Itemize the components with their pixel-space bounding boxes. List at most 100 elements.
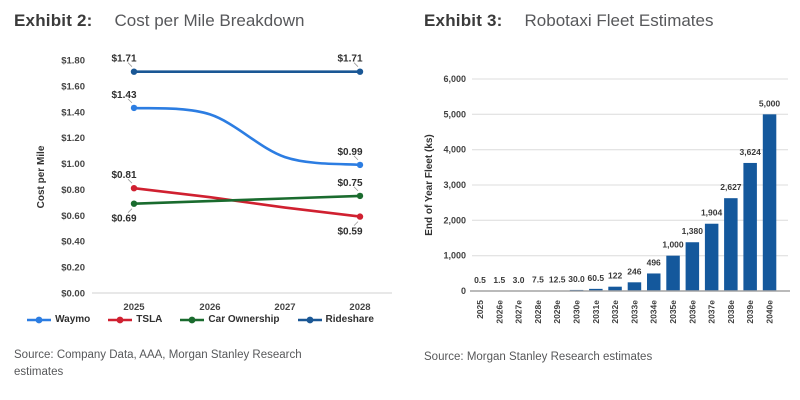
label-leader-line bbox=[127, 178, 133, 184]
x-tick-label: 2030e bbox=[572, 300, 582, 324]
bar-value-label: 7.5 bbox=[532, 275, 544, 285]
bar-value-label: 30.0 bbox=[568, 274, 585, 284]
y-tick-label: 3,000 bbox=[443, 180, 466, 190]
y-tick-label: 5,000 bbox=[443, 109, 466, 119]
label-leader-line bbox=[127, 62, 133, 67]
x-tick-label: 2034e bbox=[649, 300, 659, 324]
label-leader-line bbox=[127, 208, 133, 213]
y-axis-title: Cost per Mile bbox=[36, 145, 47, 208]
bar-value-label: 496 bbox=[647, 258, 661, 268]
x-tick-label: 2032e bbox=[610, 300, 620, 324]
exhibit-2-header: Exhibit 2: Cost per Mile Breakdown bbox=[14, 11, 304, 31]
y-tick-label: 4,000 bbox=[443, 145, 466, 155]
y-tick-label: $1.20 bbox=[61, 133, 85, 144]
bar-value-label: 3.0 bbox=[513, 275, 525, 285]
bar-2031e bbox=[589, 288, 603, 291]
series-line-waymo bbox=[132, 106, 362, 167]
y-tick-label: 6,000 bbox=[443, 74, 466, 84]
x-tick-label: 2035e bbox=[668, 300, 678, 324]
bar-value-label: 1,904 bbox=[701, 208, 723, 218]
legend-marker-rideshare bbox=[297, 316, 322, 323]
bar-chart-svg: 0 1,000 2,000 3,000 4,000 5,000 6,000 End of Ye… bbox=[424, 74, 790, 324]
bar-value-label: 3,624 bbox=[740, 147, 762, 157]
legend-label: TSLA bbox=[136, 314, 163, 325]
series-line-car-ownership bbox=[132, 194, 362, 205]
data-point-car-ownership bbox=[130, 200, 138, 207]
bar-value-label: 1,380 bbox=[682, 226, 704, 236]
exhibit-3-label: Exhibit 3: bbox=[424, 11, 503, 30]
bar-2038e bbox=[724, 198, 738, 291]
exhibit-3-source: Source: Morgan Stanley Research estimate… bbox=[424, 351, 653, 363]
data-point-waymo bbox=[130, 104, 138, 112]
point-label: $0.99 bbox=[337, 147, 362, 158]
x-tick-label: 2026 bbox=[199, 302, 220, 313]
bar-value-label: 1,000 bbox=[662, 240, 684, 250]
y-axis-title: End of Year Fleet (ks) bbox=[424, 134, 435, 236]
bar-value-label: 0.5 bbox=[474, 275, 486, 285]
label-leader-line bbox=[353, 155, 359, 161]
line-chart-svg: $0.00 $0.20 $0.40 $0.60 $0.80 $1.00 $1.20 $1.40… bbox=[36, 54, 392, 313]
legend-marker-tsla bbox=[108, 316, 133, 323]
y-tick-label: 2,000 bbox=[443, 215, 466, 225]
exhibit-2-label: Exhibit 2: bbox=[14, 11, 93, 30]
x-tick-label: 2027e bbox=[514, 300, 524, 324]
data-point-rideshare bbox=[130, 68, 138, 75]
y-tick-label: $0.00 bbox=[61, 289, 85, 300]
x-tick-label: 2037e bbox=[707, 300, 717, 324]
y-tick-label: $1.80 bbox=[61, 56, 85, 67]
label-leader-line bbox=[353, 221, 359, 226]
label-leader-line bbox=[353, 186, 359, 192]
bar-value-label: 5,000 bbox=[759, 98, 781, 108]
y-tick-label: $0.80 bbox=[61, 185, 85, 196]
legend-item-car-ownership: Car Ownership bbox=[179, 314, 280, 325]
x-tick-label: 2028 bbox=[349, 302, 370, 313]
bar-2033e bbox=[627, 282, 642, 291]
legend-item-tsla: TSLA bbox=[107, 314, 162, 325]
line-chart-legend: Waymo TSLA Car Ownership Rideshare bbox=[0, 314, 400, 325]
y-tick-label: $0.40 bbox=[61, 237, 85, 248]
point-label: $0.75 bbox=[337, 178, 362, 189]
point-label: $0.69 bbox=[111, 214, 136, 225]
y-tick-label: $1.40 bbox=[61, 107, 85, 118]
legend-marker-car-ownership bbox=[180, 316, 205, 323]
x-tick-label: 2033e bbox=[629, 300, 639, 324]
exhibit-3-header: Exhibit 3: Robotaxi Fleet Estimates bbox=[424, 11, 713, 31]
bar-value-label: 246 bbox=[627, 266, 641, 276]
x-tick-label: 2027 bbox=[274, 302, 295, 313]
x-tick-label: 2036e bbox=[687, 300, 697, 324]
data-point-tsla bbox=[130, 185, 138, 192]
bar-2036e bbox=[685, 242, 700, 291]
exhibit-2-title: Cost per Mile Breakdown bbox=[114, 11, 305, 30]
point-label: $1.71 bbox=[111, 54, 136, 65]
point-label: $0.59 bbox=[337, 227, 362, 238]
data-point-tsla bbox=[356, 213, 364, 220]
point-label: $0.81 bbox=[111, 170, 136, 181]
series-line-tsla bbox=[132, 186, 362, 218]
x-tick-label: 2025 bbox=[475, 300, 485, 319]
bar-value-label: 1.5 bbox=[493, 275, 505, 285]
y-tick-label: 1,000 bbox=[443, 251, 466, 261]
bar-2035e bbox=[666, 255, 680, 291]
bar-2034e bbox=[647, 273, 661, 291]
exhibit-3-title: Robotaxi Fleet Estimates bbox=[524, 11, 714, 30]
x-tick-label: 2029e bbox=[552, 300, 562, 324]
bar-value-label: 60.5 bbox=[588, 273, 605, 283]
bar-value-label: 2,627 bbox=[720, 182, 742, 192]
bar-2040e bbox=[762, 114, 777, 291]
bar-value-label: 122 bbox=[608, 271, 622, 281]
x-tick-label: 2028e bbox=[533, 300, 543, 324]
x-tick-label: 2039e bbox=[745, 300, 755, 324]
label-leader-line bbox=[353, 62, 359, 67]
bar-2039e bbox=[743, 162, 757, 291]
x-tick-label: 2031e bbox=[591, 300, 601, 324]
robotaxi-fleet-bar-chart: 0 1,000 2,000 3,000 4,000 5,000 6,000 End of Ye… bbox=[408, 48, 796, 353]
legend-label: Rideshare bbox=[325, 314, 374, 325]
x-tick-label: 2025 bbox=[123, 302, 145, 313]
exhibit-3-panel: Exhibit 3: Robotaxi Fleet Estimates 0 1,00… bbox=[400, 0, 800, 400]
y-tick-label: $0.20 bbox=[61, 263, 85, 274]
legend-label: Waymo bbox=[55, 314, 91, 325]
y-tick-label: $1.00 bbox=[61, 159, 85, 170]
legend-marker-waymo bbox=[27, 316, 52, 323]
data-point-waymo bbox=[356, 161, 364, 169]
